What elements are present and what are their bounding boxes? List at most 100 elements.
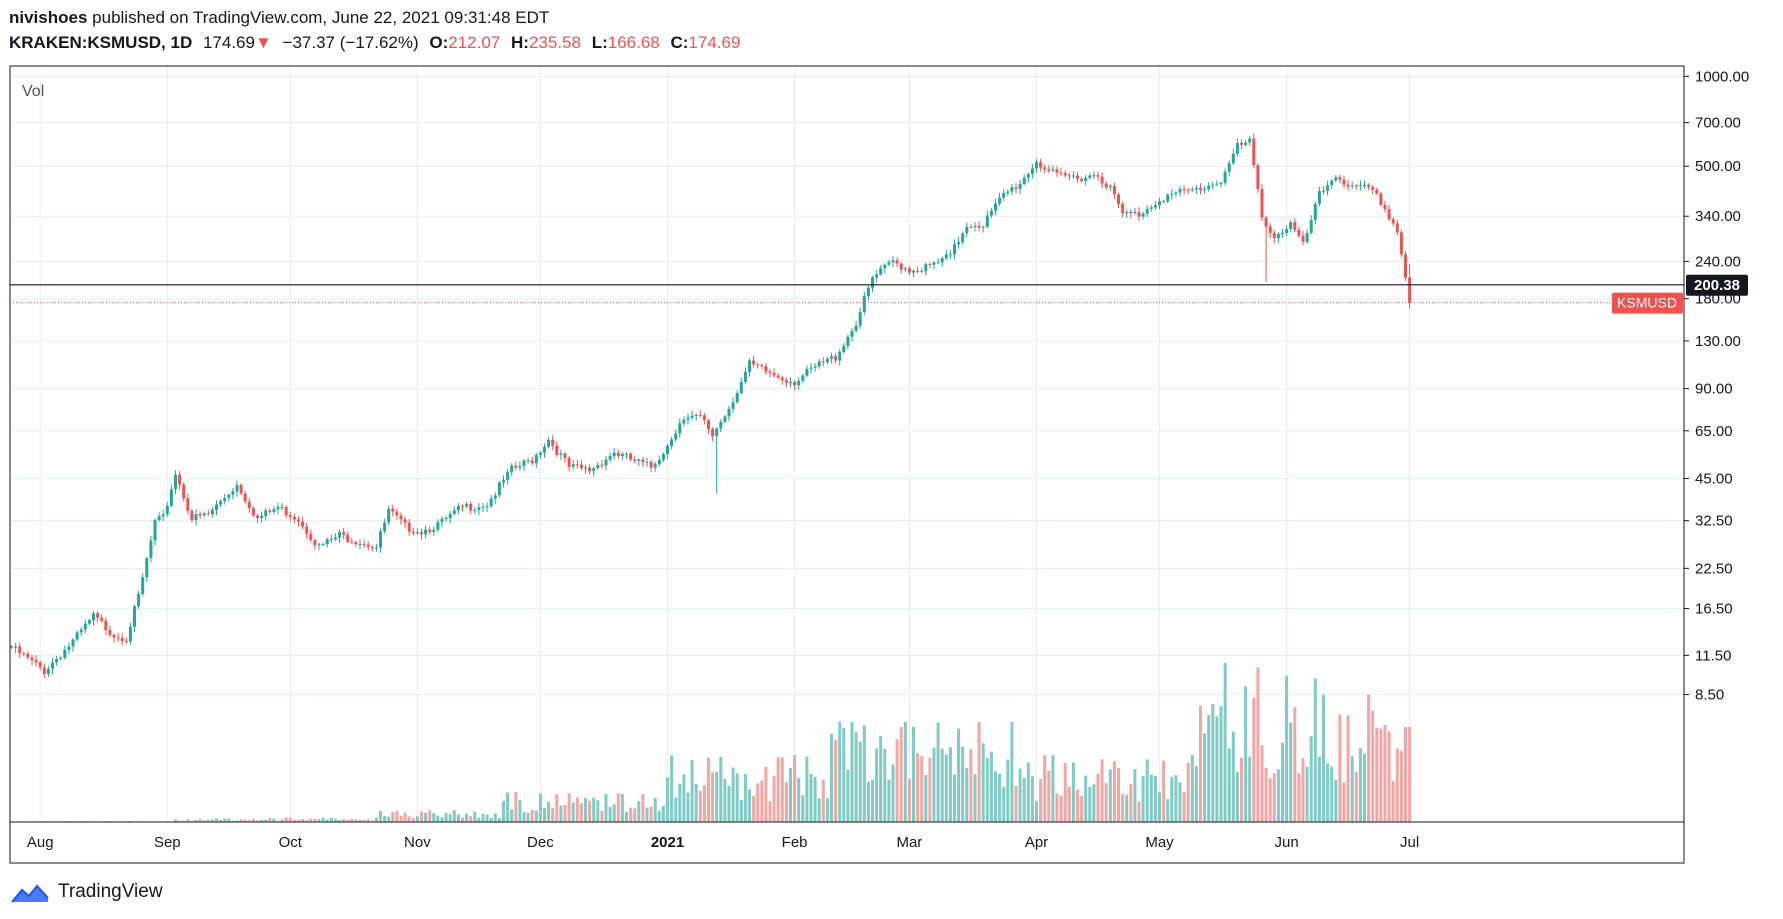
candle-up	[961, 233, 965, 243]
candle-down	[1354, 185, 1358, 187]
volume-bar	[735, 773, 739, 822]
volume-bar	[670, 755, 674, 822]
volume-bar	[338, 819, 341, 822]
candle-up	[948, 254, 952, 256]
candle-down	[1039, 162, 1043, 168]
candle-up	[415, 532, 419, 534]
volume-bar	[354, 819, 358, 822]
candle-up	[145, 558, 149, 578]
volume-bar	[190, 820, 194, 822]
candle-up	[424, 529, 428, 535]
volume-bar	[1231, 731, 1235, 822]
candle-up	[719, 421, 723, 429]
candle-up	[141, 577, 145, 594]
volume-bar	[489, 818, 493, 822]
volume-bar	[1035, 800, 1038, 822]
volume-bar	[1379, 728, 1383, 822]
candle-up	[456, 506, 460, 511]
volume-bar	[948, 747, 952, 822]
x-tick-label: Nov	[404, 834, 431, 851]
volume-bar	[1186, 762, 1190, 822]
volume-bar	[981, 743, 985, 822]
volume-bar	[1170, 777, 1174, 822]
candle-up	[637, 459, 641, 461]
candle-down	[268, 510, 272, 512]
candle-down	[616, 452, 620, 457]
candle-up	[936, 262, 940, 264]
candle-down	[1186, 189, 1190, 191]
volume-bar	[485, 814, 489, 822]
candle-up	[584, 467, 587, 469]
volume-bar	[977, 722, 981, 822]
author-name[interactable]: nivishoes	[9, 8, 88, 27]
volume-bar	[420, 811, 423, 822]
candle-down	[1395, 223, 1399, 233]
volume-bar	[641, 794, 645, 822]
candle-down	[1067, 175, 1071, 177]
volume-bar	[502, 800, 505, 822]
volume-bar	[846, 769, 850, 822]
close-label: C:	[670, 33, 689, 52]
volume-bar	[497, 818, 501, 822]
volume-bar	[1055, 793, 1059, 822]
support-line-badge	[1686, 274, 1748, 296]
volume-bar	[374, 817, 378, 822]
volume-bar	[936, 722, 940, 822]
volume-bar	[506, 792, 510, 822]
volume-bar	[739, 799, 743, 822]
symbol-title[interactable]: KRAKEN:KSMUSD, 1D	[9, 33, 193, 52]
candle-up	[153, 520, 157, 541]
candle-up	[477, 507, 481, 511]
candle-up	[481, 506, 485, 508]
candle-up	[379, 531, 382, 548]
candle-down	[752, 360, 756, 365]
candle-down	[112, 634, 116, 638]
volume-bar	[1022, 777, 1026, 822]
time-axis[interactable]: Aug Sep Oct Nov Dec 2021 Feb Mar Apr May Jun Jul	[27, 834, 1419, 851]
candle-up	[223, 497, 227, 501]
candle-down	[124, 641, 128, 643]
last-price: 174.69	[202, 33, 255, 52]
volume-bar	[424, 812, 428, 822]
candle-down	[34, 660, 38, 663]
candle-down	[760, 365, 764, 367]
volume-bar	[1104, 783, 1108, 822]
volume-bar	[481, 813, 485, 822]
volume-bar	[1223, 662, 1227, 822]
candle-up	[1174, 192, 1178, 194]
volume-bar	[801, 795, 805, 822]
volume-bar	[1190, 755, 1194, 822]
volume-bar	[395, 810, 399, 822]
candle-up	[912, 270, 915, 273]
volume-bar	[592, 797, 596, 822]
candle-up	[924, 264, 928, 272]
candle-down	[370, 546, 374, 549]
volume-bar	[551, 807, 555, 822]
candle-up	[497, 482, 501, 496]
candle-up	[55, 659, 59, 663]
candle-up	[998, 197, 1002, 204]
ohlc-legend: KRAKEN:KSMUSD, 1D 174.69▼ −37.37 (−17.62…	[9, 32, 740, 54]
volume-bar	[444, 812, 448, 822]
candle-up	[493, 495, 497, 499]
price-axis[interactable]: 1000.00700.00500.00340.00240.00180.00130…	[1684, 68, 1749, 704]
tradingview-footer[interactable]: TradingView	[10, 878, 163, 906]
candle-up	[133, 606, 136, 627]
candle-down	[1112, 186, 1116, 195]
candle-down	[899, 263, 903, 270]
low-value: 166.68	[607, 33, 660, 52]
candle-up	[161, 514, 165, 517]
volume-bar	[748, 789, 751, 822]
candle-down	[1272, 232, 1276, 239]
volume-bar	[702, 785, 706, 822]
candle-down	[22, 653, 26, 655]
volume-bar	[1276, 769, 1280, 822]
close-value: 174.69	[688, 33, 741, 52]
volume-bar	[174, 819, 177, 822]
volume-bar	[215, 818, 218, 822]
candle-down	[395, 511, 399, 516]
x-tick-label: May	[1145, 834, 1174, 851]
candle-up	[1227, 163, 1231, 172]
y-tick-label: 22.50	[1695, 560, 1733, 577]
